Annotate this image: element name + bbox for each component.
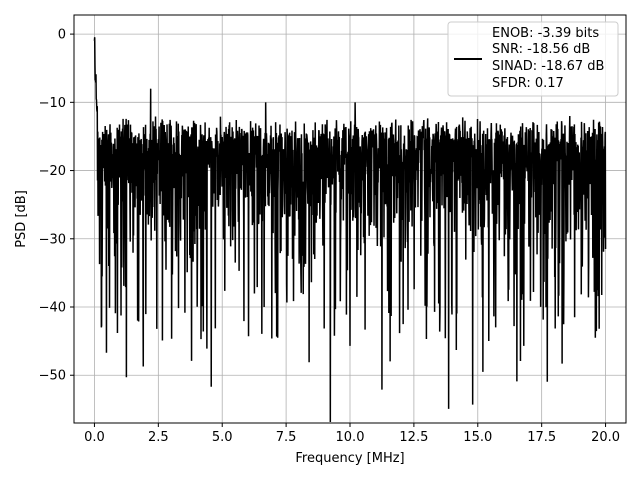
x-tick-label: 0.0 [84, 430, 105, 445]
y-tick-label: −50 [39, 369, 66, 384]
x-tick-label: 10.0 [336, 430, 365, 445]
x-tick-label: 20.0 [591, 430, 620, 445]
y-tick-label: −10 [39, 96, 66, 111]
y-axis-ticks: 0 −10 −20 −30 −40 −50 [39, 28, 74, 384]
legend-line-0: ENOB: -3.39 bits [492, 26, 599, 41]
psd-line [93, 37, 607, 423]
y-tick-label: −40 [39, 301, 66, 316]
y-axis-label: PSD [dB] [14, 190, 29, 248]
psd-series [93, 37, 607, 423]
y-tick-label: −30 [39, 232, 66, 247]
x-axis-ticks: 0.0 2.5 5.0 7.5 10.0 12.5 15.0 17.5 20.0 [84, 423, 620, 445]
legend-box [447, 21, 619, 97]
x-tick-label: 12.5 [399, 430, 428, 445]
legend-line-1: SNR: -18.56 dB [492, 42, 590, 57]
y-tick-label: −20 [39, 164, 66, 179]
x-tick-label: 7.5 [276, 430, 297, 445]
legend: ENOB: -3.39 bits SNR: -18.56 dB SINAD: -… [447, 21, 619, 97]
y-tick-label: 0 [58, 28, 66, 43]
legend-line-3: SFDR: 0.17 [492, 76, 564, 91]
x-tick-label: 17.5 [527, 430, 556, 445]
x-tick-label: 5.0 [212, 430, 233, 445]
x-axis-label: Frequency [MHz] [295, 451, 404, 466]
x-tick-label: 2.5 [148, 430, 169, 445]
legend-line-2: SINAD: -18.67 dB [492, 59, 604, 74]
x-tick-label: 15.0 [463, 430, 492, 445]
